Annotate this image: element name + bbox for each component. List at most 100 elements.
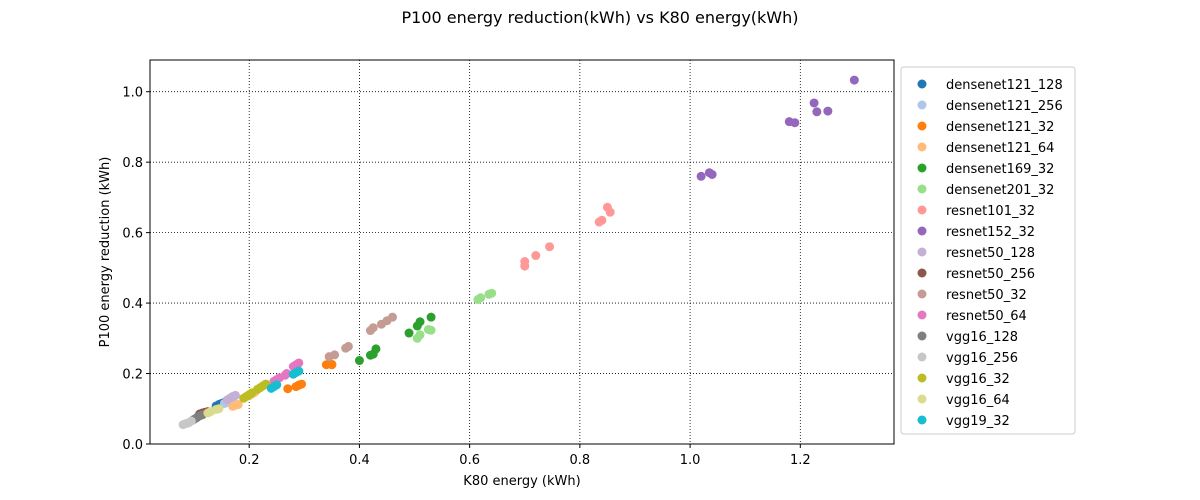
data-point: [186, 416, 196, 426]
data-point: [415, 330, 425, 340]
legend-label: vgg19_32: [946, 414, 1010, 429]
legend-marker: [917, 205, 927, 215]
data-point: [233, 400, 243, 410]
data-point: [476, 293, 486, 303]
data-point: [387, 312, 397, 322]
legend-item-resnet50_256: resnet50_256: [917, 267, 1035, 282]
legend-item-densenet121_32: densenet121_32: [917, 120, 1054, 135]
data-point: [282, 369, 292, 379]
series-resnet50_128: [222, 390, 240, 405]
data-point: [297, 379, 307, 389]
series-vgg16_32: [239, 379, 271, 403]
series-vgg16_256: [178, 416, 196, 430]
data-point: [520, 257, 530, 267]
data-point: [809, 98, 819, 108]
series-vgg16_64: [203, 404, 224, 418]
series-densenet201_32: [412, 288, 497, 343]
y-axis-label: P100 energy reduction (kWh): [98, 157, 113, 348]
data-point: [426, 312, 436, 322]
y-axis-ticks: 0.0 0.2 0.4 0.6 0.8 1.0: [122, 86, 150, 453]
legend-item-resnet50_32: resnet50_32: [917, 288, 1027, 303]
series-resnet152_32: [696, 75, 859, 181]
legend-item-vgg16_64: vgg16_64: [917, 393, 1010, 408]
data-point: [487, 288, 497, 298]
y-tick-label: 0.2: [122, 368, 143, 383]
x-tick-label: 0.6: [459, 453, 480, 468]
legend-marker: [917, 100, 927, 110]
x-axis-ticks: 0.2 0.4 0.6 0.8 1.0 1.2: [239, 444, 811, 468]
legend-frame: [900, 66, 1076, 435]
legend-label: densenet121_32: [946, 120, 1054, 135]
data-point: [426, 325, 436, 335]
data-point: [545, 242, 555, 252]
legend-item-densenet121_256: densenet121_256: [917, 99, 1063, 114]
legend-label: vgg16_32: [946, 372, 1010, 387]
data-point: [404, 328, 414, 338]
legend-label: densenet201_32: [946, 183, 1054, 198]
data-point: [343, 341, 353, 351]
legend-marker: [917, 247, 927, 257]
legend-item-densenet121_64: densenet121_64: [917, 141, 1054, 156]
legend-item-densenet121_128: densenet121_128: [917, 78, 1063, 93]
data-point: [294, 366, 304, 376]
legend-marker: [917, 310, 927, 320]
legend: densenet121_128 densenet121_256 densenet12…: [900, 66, 1076, 435]
legend-label: densenet121_256: [946, 99, 1063, 114]
y-tick-label: 0.4: [122, 297, 143, 312]
legend-label: resnet50_64: [946, 309, 1027, 324]
x-tick-label: 1.0: [680, 453, 701, 468]
data-point: [823, 106, 833, 116]
data-points: [178, 75, 859, 430]
legend-item-vgg19_32: vgg19_32: [917, 414, 1010, 429]
legend-marker: [917, 289, 927, 299]
chart-title: P100 energy reduction(kWh) vs K80 energy…: [401, 8, 798, 27]
data-point: [330, 350, 340, 360]
legend-item-densenet201_32: densenet201_32: [917, 183, 1054, 198]
x-tick-label: 1.2: [790, 453, 811, 468]
x-axis-label: K80 energy (kWh): [463, 474, 580, 489]
legend-marker: [917, 184, 927, 194]
legend-marker: [917, 331, 927, 341]
data-point: [327, 359, 337, 369]
x-tick-label: 0.2: [239, 453, 260, 468]
data-point: [790, 118, 800, 128]
x-tick-label: 0.4: [349, 453, 370, 468]
y-tick-label: 0.6: [122, 227, 143, 242]
x-tick-label: 0.8: [570, 453, 591, 468]
legend-label: resnet50_128: [946, 246, 1035, 261]
data-point: [354, 356, 364, 366]
data-point: [368, 323, 378, 333]
data-point: [597, 215, 607, 225]
plot-area-frame: [149, 59, 895, 445]
legend-label: resnet50_256: [946, 267, 1035, 282]
legend-label: densenet121_128: [946, 78, 1063, 93]
series-densenet121_32: [283, 359, 337, 394]
data-point: [272, 380, 282, 390]
data-point: [849, 75, 859, 85]
legend-label: vgg16_128: [946, 330, 1018, 345]
legend-item-vgg16_32: vgg16_32: [917, 372, 1010, 387]
legend-label: vgg16_64: [946, 393, 1010, 408]
legend-item-vgg16_256: vgg16_256: [917, 351, 1018, 366]
series-densenet169_32: [354, 312, 436, 366]
data-point: [707, 169, 717, 179]
legend-marker: [917, 394, 927, 404]
legend-marker: [917, 163, 927, 173]
series-vgg19_32: [266, 366, 304, 393]
legend-marker: [917, 142, 927, 152]
legend-item-resnet152_32: resnet152_32: [917, 225, 1035, 240]
legend-marker: [917, 415, 927, 425]
legend-marker: [917, 79, 927, 89]
data-point: [696, 171, 706, 181]
legend-label: densenet169_32: [946, 162, 1054, 177]
legend-marker: [917, 352, 927, 362]
legend-label: resnet50_32: [946, 288, 1027, 303]
legend-marker: [917, 268, 927, 278]
data-point: [214, 404, 224, 414]
legend-item-vgg16_128: vgg16_128: [917, 330, 1018, 345]
y-tick-label: 1.0: [122, 86, 143, 101]
data-point: [531, 251, 541, 261]
data-point: [371, 344, 381, 354]
data-point: [605, 207, 615, 217]
legend-marker: [917, 226, 927, 236]
